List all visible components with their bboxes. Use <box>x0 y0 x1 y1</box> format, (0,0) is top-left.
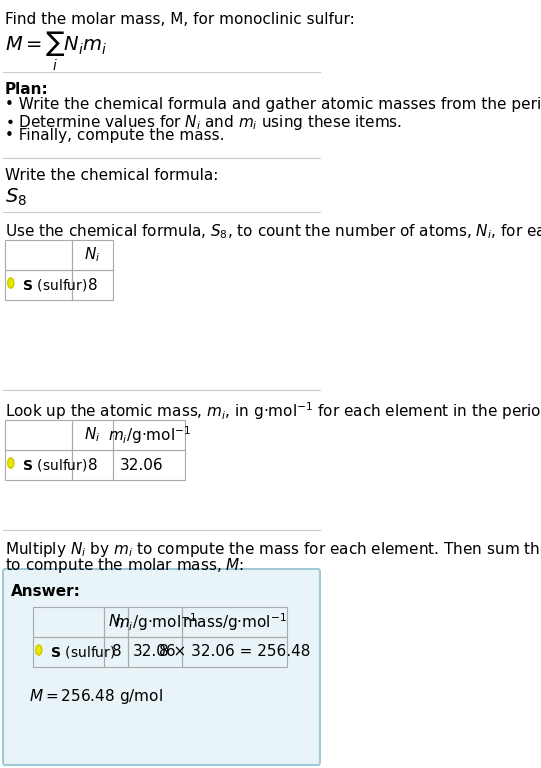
Bar <box>33 607 104 637</box>
Bar <box>128 637 182 667</box>
Text: 8 × 32.06 = 256.48: 8 × 32.06 = 256.48 <box>159 644 310 660</box>
Text: $m_i$/g·mol$^{-1}$: $m_i$/g·mol$^{-1}$ <box>114 611 197 633</box>
Text: $M = \sum_i N_i m_i$: $M = \sum_i N_i m_i$ <box>5 30 107 73</box>
Circle shape <box>36 645 42 655</box>
Bar <box>128 607 182 637</box>
Text: 32.06: 32.06 <box>133 644 177 660</box>
Text: 8: 8 <box>111 644 121 660</box>
Text: $N_i$: $N_i$ <box>84 425 101 445</box>
Bar <box>5 270 71 300</box>
Bar <box>71 450 114 480</box>
Text: 8: 8 <box>88 277 97 293</box>
Text: $m_i$/g·mol$^{-1}$: $m_i$/g·mol$^{-1}$ <box>108 424 191 446</box>
Text: 32.06: 32.06 <box>120 458 163 472</box>
Text: $\mathbf{S}$ (sulfur): $\mathbf{S}$ (sulfur) <box>18 457 88 473</box>
Bar <box>71 240 114 270</box>
Text: $\mathbf{S}$ (sulfur): $\mathbf{S}$ (sulfur) <box>46 644 116 660</box>
Bar <box>33 637 104 667</box>
Text: • Determine values for $N_i$ and $m_i$ using these items.: • Determine values for $N_i$ and $m_i$ u… <box>5 113 402 132</box>
Bar <box>104 607 128 637</box>
Text: Plan:: Plan: <box>5 82 49 97</box>
Bar <box>114 420 185 450</box>
Text: Find the molar mass, M, for monoclinic sulfur:: Find the molar mass, M, for monoclinic s… <box>5 12 354 27</box>
Text: $N_i$: $N_i$ <box>108 613 124 631</box>
Text: $N_i$: $N_i$ <box>84 246 101 264</box>
Bar <box>5 420 71 450</box>
Circle shape <box>8 458 14 468</box>
Text: $\mathbf{S}$ (sulfur): $\mathbf{S}$ (sulfur) <box>18 277 88 293</box>
Text: • Write the chemical formula and gather atomic masses from the periodic table.: • Write the chemical formula and gather … <box>5 97 541 112</box>
Text: Look up the atomic mass, $m_i$, in g·mol$^{-1}$ for each element in the periodic: Look up the atomic mass, $m_i$, in g·mol… <box>5 400 541 422</box>
Text: Write the chemical formula:: Write the chemical formula: <box>5 168 218 183</box>
Text: mass/g·mol$^{-1}$: mass/g·mol$^{-1}$ <box>182 611 287 633</box>
Text: to compute the molar mass, $M$:: to compute the molar mass, $M$: <box>5 556 244 575</box>
Text: $S_8$: $S_8$ <box>5 187 27 208</box>
Bar <box>182 607 287 637</box>
Bar <box>104 637 128 667</box>
Bar <box>71 270 114 300</box>
Bar <box>5 240 71 270</box>
Bar <box>5 450 71 480</box>
Text: • Finally, compute the mass.: • Finally, compute the mass. <box>5 128 225 143</box>
Text: 8: 8 <box>88 458 97 472</box>
Text: Answer:: Answer: <box>11 584 81 599</box>
Bar <box>114 450 185 480</box>
Bar <box>182 637 287 667</box>
Circle shape <box>8 278 14 288</box>
Text: $M = 256.48$ g/mol: $M = 256.48$ g/mol <box>29 687 163 706</box>
FancyBboxPatch shape <box>3 569 320 765</box>
Bar <box>71 420 114 450</box>
Text: Use the chemical formula, $S_8$, to count the number of atoms, $N_i$, for each e: Use the chemical formula, $S_8$, to coun… <box>5 222 541 240</box>
Text: Multiply $N_i$ by $m_i$ to compute the mass for each element. Then sum those val: Multiply $N_i$ by $m_i$ to compute the m… <box>5 540 541 559</box>
